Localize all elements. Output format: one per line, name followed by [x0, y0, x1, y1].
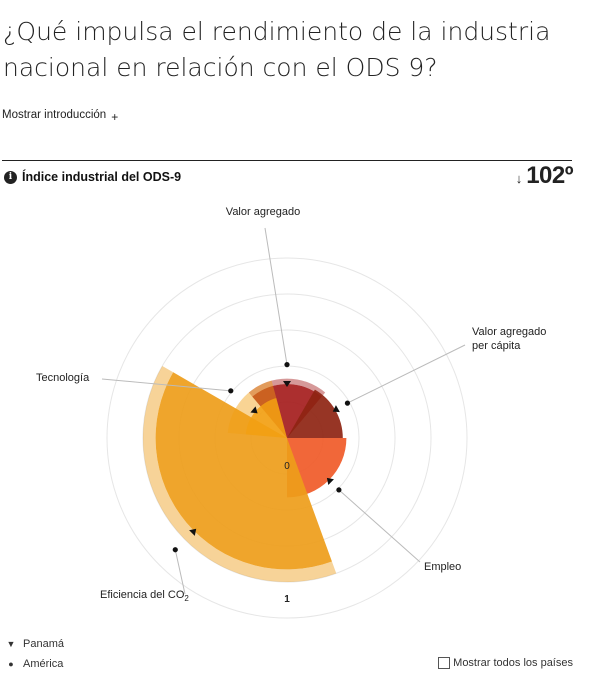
rank-value: 102º [526, 162, 573, 189]
panama-marker [326, 477, 334, 485]
page-title: ¿Qué impulsa el rendimiento de la indust… [3, 17, 551, 82]
panama-wedge-axis-3[interactable] [155, 372, 332, 570]
checkbox-icon [438, 657, 451, 669]
america-marker [336, 487, 342, 493]
panama-wedge-axis-1[interactable] [287, 389, 343, 438]
legend-panama: ▼ Panamá [6, 638, 64, 650]
america-marker [228, 388, 234, 394]
leader-line [347, 344, 466, 404]
info-icon[interactable]: i [4, 170, 17, 184]
leader-line [101, 378, 231, 392]
panama-wedge-axis-4[interactable] [245, 398, 287, 438]
divider [2, 160, 572, 161]
axis-label: Valor agregado [226, 206, 300, 218]
america-band-axis-3 [143, 366, 337, 582]
panama-marker [332, 405, 340, 413]
axis-label: Empleo [424, 561, 461, 573]
scale-label-max: 1 [284, 594, 290, 605]
grid-ring [106, 257, 468, 619]
triangle-down-icon: ▼ [6, 639, 16, 649]
panama-marker [283, 381, 291, 387]
panama-marker [189, 528, 197, 536]
america-marker [284, 362, 290, 368]
legend-america: ● América [6, 658, 63, 670]
axis-label: Valor agregado per cápita [472, 326, 546, 352]
show-introduction-toggle[interactable]: Mostrar introducción + [2, 108, 119, 124]
axis-label: Eficiencia del CO2 [100, 589, 189, 603]
america-marker [172, 547, 178, 553]
show-all-countries-label: Mostrar todos los países [453, 657, 573, 669]
leader-line [174, 549, 186, 595]
dot-icon: ● [8, 659, 14, 669]
scale-label-min: 0 [284, 461, 290, 472]
america-band-axis-4 [227, 380, 277, 435]
plus-icon: + [111, 110, 119, 124]
legend-america-label: América [23, 658, 64, 670]
index-heading: i Índice industrial del ODS-9 [4, 170, 181, 184]
leader-line [264, 227, 288, 365]
legend-panama-label: Panamá [23, 638, 64, 650]
rank-display: ↓ 102º [515, 162, 574, 190]
leader-line [338, 489, 421, 563]
arrow-down-icon: ↓ [515, 171, 523, 186]
show-introduction-label: Mostrar introducción [2, 109, 107, 121]
panama-marker [250, 406, 258, 414]
index-label: Índice industrial del ODS-9 [22, 170, 182, 184]
grid-ring [142, 293, 432, 583]
america-marker [344, 400, 351, 406]
axis-label: Tecnología [36, 372, 90, 384]
panama-wedge-axis-0[interactable] [252, 384, 322, 438]
america-band-axis-0 [248, 378, 326, 397]
show-all-countries-checkbox[interactable]: Mostrar todos los países [438, 657, 573, 669]
